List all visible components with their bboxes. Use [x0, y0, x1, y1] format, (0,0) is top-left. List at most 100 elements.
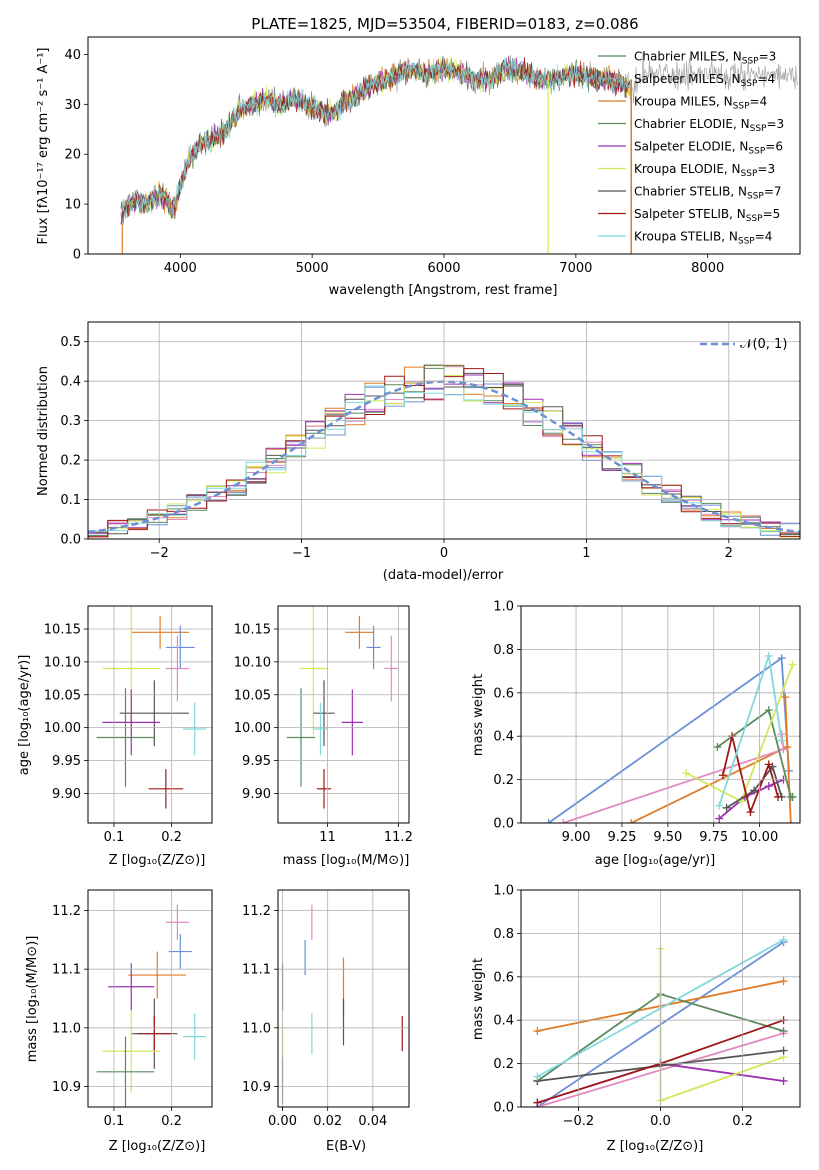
mass_vs_ebv-y-tick-label: 11.1 — [242, 963, 271, 978]
mass_vs_ebv-x-tick-label: 0.00 — [268, 1114, 297, 1129]
age_vs_mass-y-tick-label: 9.90 — [242, 787, 271, 802]
age_vs_Z-y-tick-label: 10.05 — [44, 688, 81, 703]
age_vs_Z-x-tick-label: 0.1 — [104, 830, 125, 845]
weight_vs_age-y-tick-label: 1.0 — [493, 600, 514, 615]
spectrum-x-tick-label: 6000 — [427, 261, 460, 276]
weight_vs_age-series-line — [718, 778, 784, 820]
weight_vs_age-y-tick-label: 0.0 — [493, 817, 514, 832]
weight_vs_age-x-tick-label: 9.25 — [607, 830, 636, 845]
spectrum-y-tick-label: 40 — [64, 48, 81, 63]
residual-panel: −2 −1 0 1 2 0.0 0.1 0.2 0.3 0.4 0.5 (data-model)/e… — [36, 321, 801, 583]
weight_vs_age-y-tick-label: 0.8 — [493, 643, 514, 658]
residuals-y-tick-label: 0.4 — [60, 375, 81, 390]
weight-vs-Z-ylabel: mass weight — [471, 958, 486, 1040]
weight_vs_age-point-marker — [718, 771, 727, 780]
weight_vs_age-x-tick-label: 10.00 — [741, 830, 778, 845]
spectrum-legend-label: Chabrier MILES, NSSP=3 — [634, 50, 776, 67]
weight_vs_age-point-marker — [777, 736, 786, 745]
weight_vs_age-point-marker — [779, 745, 788, 754]
mass_vs_Z-y-tick-label: 10.9 — [52, 1080, 81, 1095]
weight_vs_age-point-marker — [764, 651, 773, 660]
weight_vs_Z-point-marker — [533, 1072, 542, 1081]
weight-vs-age-ylabel: mass weight — [471, 674, 486, 756]
mass-vs-ebv-plot: 0.00 0.02 0.04 10.9 11.0 11.1 11.2 — [242, 889, 410, 1129]
residuals-y-tick-label: 0.3 — [60, 414, 81, 429]
age_vs_Z-frame — [87, 605, 213, 824]
weight_vs_age-point-marker — [627, 819, 636, 823]
weight_vs_Z-y-tick-label: 0.4 — [493, 1014, 514, 1029]
weight_vs_age-point-marker — [722, 803, 731, 812]
weight_vs_age-point-marker — [777, 654, 786, 663]
weight_vs_Z-point-marker — [779, 1046, 788, 1055]
spectrum-y-tick-label: 20 — [64, 148, 81, 163]
weight_vs_Z-point-marker — [779, 935, 788, 944]
weight_vs_age-point-marker — [773, 792, 782, 801]
weight_vs_age-series-line — [547, 656, 790, 823]
residuals-y-tick-label: 0.1 — [60, 493, 81, 508]
weight_vs_Z-x-tick-label: 0.2 — [732, 1114, 753, 1129]
mass_vs_Z-frame — [87, 889, 213, 1108]
mass_vs_ebv-y-tick-label: 11.2 — [242, 904, 271, 919]
weight_vs_age-y-tick-label: 0.4 — [493, 730, 514, 745]
weight_vs_age-y-tick-label: 0.2 — [493, 773, 514, 788]
figure-title: PLATE=1825, MJD=53504, FIBERID=0183, z=0… — [251, 15, 638, 33]
weight_vs_Z-point-marker — [533, 1098, 542, 1107]
spectrum-legend-label: Salpeter MILES, NSSP=4 — [634, 72, 775, 89]
weight_vs_age-point-marker — [559, 819, 568, 823]
age-vs-mass-plot: 11 11.2 9.90 9.95 10.00 10.05 10.10 10.15 — [234, 605, 413, 845]
weight_vs_age-point-marker — [788, 792, 797, 801]
residuals-y-tick-label: 0.2 — [60, 454, 81, 469]
weight_vs_age-point-marker — [750, 786, 759, 795]
weight_vs_age-y-tick-label: 0.6 — [493, 686, 514, 701]
spectrum-legend-label: Chabrier STELIB, NSSP=7 — [634, 185, 782, 202]
spectrum-x-tick-label: 5000 — [296, 261, 329, 276]
residuals-x-tick-label: 2 — [725, 546, 733, 561]
age_vs_Z-plot-area — [96, 606, 207, 809]
spectrum-model-line — [120, 57, 632, 220]
age_vs_mass-x-tick-label: 11 — [319, 830, 336, 845]
weight_vs_age-plot-area — [544, 651, 797, 823]
spectrum-panel: 4000 5000 6000 7000 8000 0 10 20 30 40 wavelength… — [36, 36, 801, 298]
age_vs_Z-y-tick-label: 10.00 — [44, 721, 81, 736]
weight_vs_Z-point-marker — [779, 1076, 788, 1085]
mass-vs-ebv-xlabel: E(B-V) — [326, 1139, 366, 1154]
age_vs_mass-y-tick-label: 10.00 — [234, 721, 271, 736]
residuals-x-tick-label: −2 — [150, 546, 169, 561]
weight_vs_age-point-marker — [786, 819, 795, 823]
weight_vs_age-point-marker — [715, 814, 724, 823]
weight-vs-Z-xlabel: Z [log₁₀(Z/Z⊙)] — [607, 1139, 704, 1154]
residual-legend: 𝒩(0, 1) — [700, 337, 787, 352]
residuals-y-tick-label: 0.0 — [60, 533, 81, 548]
age_vs_mass-frame — [277, 605, 410, 824]
spectrum-legend: Chabrier MILES, NSSP=3 Salpeter MILES, NS… — [598, 50, 784, 247]
weight-vs-metallicity-plot: −0.2 0.0 0.2 0.0 0.2 0.4 0.6 0.8 1.0 — [493, 884, 801, 1129]
residual-ylabel: Normed distribution — [36, 366, 51, 496]
age_vs_Z-y-tick-label: 10.10 — [44, 655, 81, 670]
mass_vs_ebv-frame — [277, 889, 410, 1108]
weight_vs_age-point-marker — [764, 706, 773, 715]
gaussian-legend-label: 𝒩(0, 1) — [740, 337, 787, 352]
weight_vs_age-point-marker — [764, 760, 773, 769]
spectrum-legend-label: Kroupa MILES, NSSP=4 — [634, 95, 767, 112]
weight_vs_age-point-marker — [764, 782, 773, 791]
weight_vs_Z-point-marker — [779, 1027, 788, 1036]
weight-vs-age-plot: 9.00 9.25 9.50 9.75 10.00 0.0 0.2 0.4 0.6 0.8 1.0 — [493, 600, 801, 845]
mass_vs_ebv-y-tick-label: 11.0 — [242, 1021, 271, 1036]
weight_vs_Z-frame — [520, 889, 801, 1108]
spectrum-frame — [87, 36, 801, 255]
spectrum-legend-label: Kroupa STELIB, NSSP=4 — [634, 230, 772, 247]
weight_vs_age-x-tick-label: 9.75 — [699, 830, 728, 845]
spectrum-plot: 4000 5000 6000 7000 8000 0 10 20 30 40 — [64, 36, 801, 276]
mass_vs_Z-y-tick-label: 11.0 — [52, 1021, 81, 1036]
mass_vs_ebv-plot-area — [281, 904, 403, 1105]
weight_vs_age-point-marker — [682, 769, 691, 778]
mass_vs_Z-x-tick-label: 0.2 — [161, 1114, 182, 1129]
spectrum-legend-label: Chabrier ELODIE, NSSP=3 — [634, 117, 784, 134]
mass_vs_ebv-x-tick-label: 0.04 — [358, 1114, 387, 1129]
age_vs_mass-y-tick-label: 10.05 — [234, 688, 271, 703]
spectrum-xlabel: wavelength [Angstrom, rest frame] — [329, 283, 558, 298]
mass-vs-metallicity-plot: 0.1 0.2 10.9 11.0 11.1 11.2 — [52, 889, 213, 1129]
spectrum-legend-label: Kroupa ELODIE, NSSP=3 — [634, 162, 775, 179]
spectrum-ylabel: Flux [fλ10⁻¹⁷ erg cm⁻² s⁻¹ A⁻¹] — [36, 48, 51, 245]
